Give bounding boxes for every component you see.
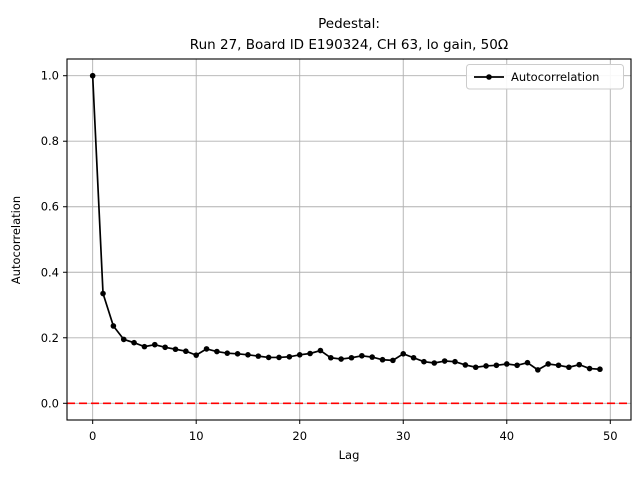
tick-layer: 0 10 20 30 40 50 0.0 0.2 0.4 0.6 0.8 1.0 [41,69,618,443]
data-point [524,359,531,366]
chart-title-line2: Run 27, Board ID E190324, CH 63, lo gain… [190,37,508,53]
data-point [162,344,168,351]
legend-entry-label: Autocorrelation [511,70,599,84]
data-point [120,336,127,343]
x-axis-label: Lag [339,448,360,462]
data-point [89,72,96,79]
data-point [141,343,148,350]
data-point [317,347,324,354]
data-point [224,350,231,356]
data-point [338,356,344,362]
data-point [203,346,210,352]
data-point [535,367,541,373]
plot-border [66,58,632,421]
data-point [276,354,282,361]
data-point [172,346,179,353]
x-tick-label: 20 [292,429,307,443]
chart-title-line1: Pedestal: [318,16,380,32]
data-point [452,358,458,365]
legend-marker-icon [486,74,492,80]
data-point [265,354,272,361]
data-point [421,358,427,365]
data-point [348,354,355,361]
y-tick-label: 0.8 [41,134,59,148]
data-point [151,341,158,348]
data-point [545,361,551,367]
data-point [255,353,262,359]
data-point [410,354,417,361]
data-point [234,351,241,357]
data-point [379,356,386,363]
data-point [369,354,375,360]
x-tick-label: 40 [499,429,514,443]
data-point [586,365,593,372]
data-point [493,362,500,369]
y-tick-label: 0.2 [41,331,59,345]
data-point [307,350,313,357]
data-point [327,354,334,361]
data-point [359,352,365,359]
data-point [462,362,469,368]
data-point [100,290,106,297]
axes-spines [66,58,632,421]
data-point [576,361,583,368]
data-point [503,361,510,367]
data-point [296,352,303,358]
data-point [514,362,520,369]
x-tick-label: 50 [603,429,618,443]
data-point [441,358,448,364]
x-tick-label: 30 [396,429,411,443]
data-point [555,362,562,369]
data-point [286,353,293,360]
data-point [110,323,117,329]
legend-box [466,64,624,90]
series-line [91,75,600,371]
data-point [431,360,438,366]
data-point [131,339,137,346]
legend: Autocorrelation [466,64,624,90]
y-tick-label: 0.0 [41,396,59,410]
grid-layer [67,59,631,420]
data-point [245,352,251,358]
data-point [390,357,396,364]
y-tick-label: 1.0 [41,69,59,83]
y-tick-label: 0.6 [41,200,59,214]
data-point [193,352,199,358]
x-tick-label: 0 [89,429,96,443]
data-point [597,366,603,373]
data-point [400,351,407,357]
data-point [566,364,572,371]
data-point [214,348,220,355]
y-tick-label: 0.4 [41,265,59,279]
autocorrelation-series [89,72,603,373]
x-tick-label: 10 [189,429,204,443]
data-point [483,363,489,369]
data-point [183,348,189,355]
y-axis-label: Autocorrelation [9,196,23,284]
data-point [472,364,479,371]
